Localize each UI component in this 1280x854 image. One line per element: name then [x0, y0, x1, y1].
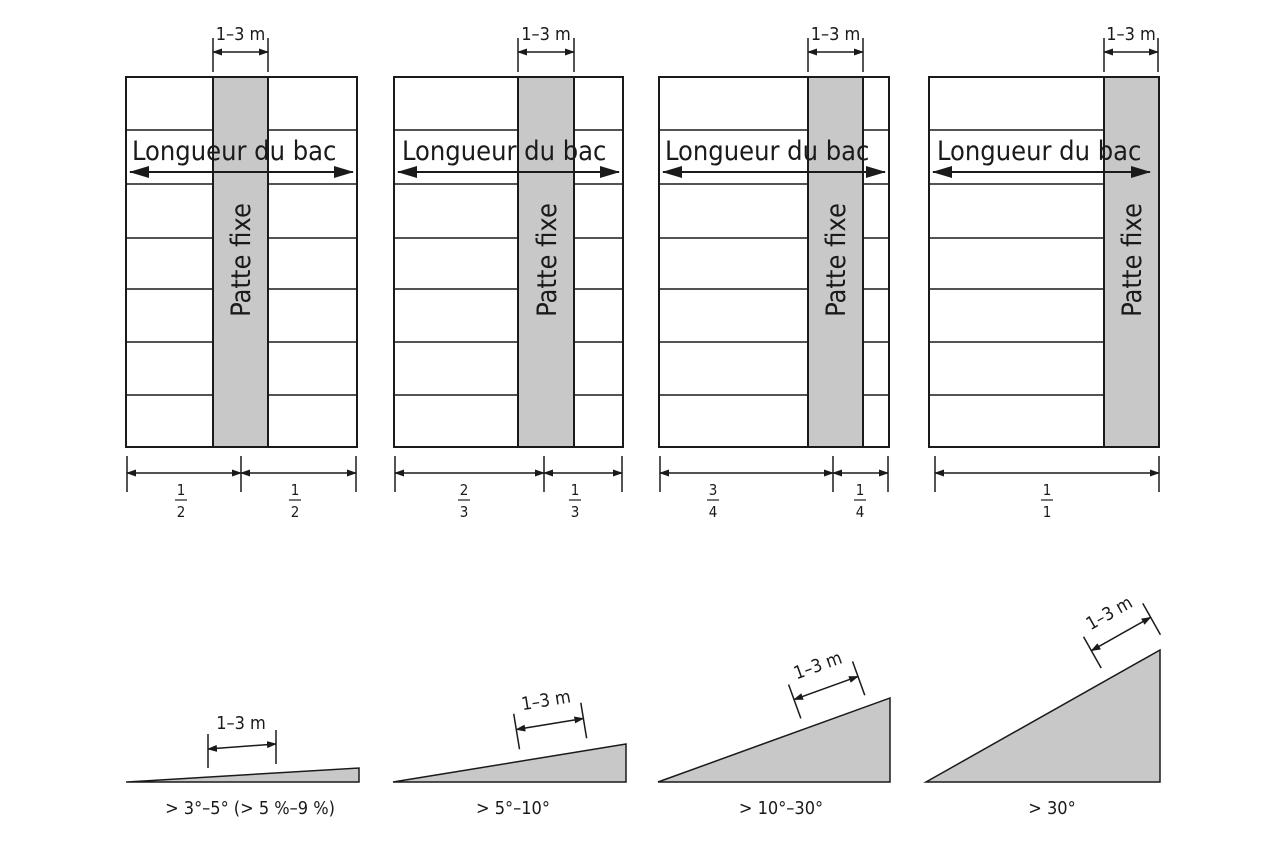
slope-1: 1–3 m > 3°–5° (> 5 %–9 %): [125, 713, 360, 819]
svg-text:4: 4: [709, 503, 718, 521]
fixed-strip: [517, 76, 575, 448]
fraction-left: 2 3: [458, 481, 470, 521]
svg-text:1: 1: [177, 481, 186, 499]
sheet-rows: [393, 76, 624, 448]
slope-2: 1–3 m > 5°–10°: [392, 686, 627, 819]
slope-wedge: [392, 743, 627, 783]
strip-label: Patte fixe: [1117, 203, 1148, 317]
zone-dimension-4: 1–3 m: [1103, 24, 1159, 72]
strip-label: Patte fixe: [532, 203, 563, 317]
slope-wedge: [923, 648, 1161, 783]
slope-zone-label: 1–3 m: [216, 713, 266, 734]
length-label: Longueur du bac: [937, 136, 1141, 167]
fraction-dimension: 1 1: [934, 456, 1160, 521]
zone-dimension-3: 1–3 m: [807, 24, 864, 72]
slope-caption: > 5°–10°: [476, 798, 550, 819]
fraction-right: 1 2: [289, 481, 301, 521]
slope-zone-dimension: 1–3 m: [207, 713, 277, 768]
fraction-dimension: 2 3 1 3: [394, 456, 623, 521]
svg-text:4: 4: [856, 503, 865, 521]
fraction-right: 1 3: [569, 481, 581, 521]
svg-text:1: 1: [291, 481, 300, 499]
slope-zone-label: 1–3 m: [791, 648, 845, 685]
svg-text:1: 1: [571, 481, 580, 499]
svg-text:3: 3: [709, 481, 718, 499]
length-arrow: Longueur du bac: [662, 136, 886, 178]
fraction-left: 1 2: [175, 481, 187, 521]
svg-text:2: 2: [291, 503, 300, 521]
zone-label: 1–3 m: [1106, 24, 1156, 45]
slope-caption: > 10°–30°: [739, 798, 823, 819]
svg-text:2: 2: [460, 481, 469, 499]
slope-caption: > 30°: [1028, 798, 1075, 819]
length-label: Longueur du bac: [402, 136, 606, 167]
strip-label: Patte fixe: [226, 203, 257, 317]
svg-text:3: 3: [460, 503, 469, 521]
zone-label: 1–3 m: [811, 24, 861, 45]
slope-zone-label: 1–3 m: [1083, 592, 1137, 635]
roof-panel-1: 1–3 m Patte fixe Longueur du bac: [125, 24, 358, 521]
slope-caption: > 3°–5° (> 5 %–9 %): [165, 798, 335, 819]
length-arrow: Longueur du bac: [397, 136, 620, 178]
svg-text:1: 1: [1043, 503, 1052, 521]
zone-label: 1–3 m: [216, 24, 266, 45]
slope-4: 1–3 m > 30°: [923, 592, 1162, 819]
length-label: Longueur du bac: [132, 136, 336, 167]
svg-text:3: 3: [571, 503, 580, 521]
fraction-left: 3 4: [707, 481, 719, 521]
svg-text:1: 1: [856, 481, 865, 499]
fixed-strip: [807, 76, 864, 448]
fraction-right: 1 4: [854, 481, 866, 521]
roof-panel-4: 1–3 m Patte fixe Longueur du bac 1 1: [928, 24, 1160, 521]
zone-dimension-1: 1–3 m: [212, 24, 269, 72]
slope-zone-dimension: 1–3 m: [1083, 592, 1162, 669]
length-arrow: Longueur du bac: [932, 136, 1151, 178]
slope-zone-dimension: 1–3 m: [512, 686, 588, 750]
svg-text:2: 2: [177, 503, 186, 521]
strip-label: Patte fixe: [821, 203, 852, 317]
roof-panel-3: 1–3 m Patte fixe Longueur du bac 3: [658, 24, 890, 521]
slope-wedge: [657, 696, 891, 783]
slope-3: 1–3 m > 10°–30°: [657, 648, 891, 819]
zone-label: 1–3 m: [521, 24, 571, 45]
fixed-strip: [1103, 76, 1160, 448]
fixed-strip: [212, 76, 269, 448]
length-arrow: Longueur du bac: [129, 136, 354, 178]
svg-text:1: 1: [1043, 481, 1052, 499]
slope-wedge: [125, 767, 360, 783]
slope-zone-dimension: 1–3 m: [787, 648, 866, 719]
fraction-dimension: 3 4 1 4: [659, 456, 889, 521]
length-label: Longueur du bac: [665, 136, 869, 167]
fraction-left: 1 1: [1041, 481, 1053, 521]
slope-zone-label: 1–3 m: [520, 686, 572, 715]
zone-dimension-2: 1–3 m: [517, 24, 575, 72]
roof-panel-2: 1–3 m Patte fixe Longueur du bac 2: [393, 24, 624, 521]
fraction-dimension: 1 2 1 2: [126, 456, 357, 521]
